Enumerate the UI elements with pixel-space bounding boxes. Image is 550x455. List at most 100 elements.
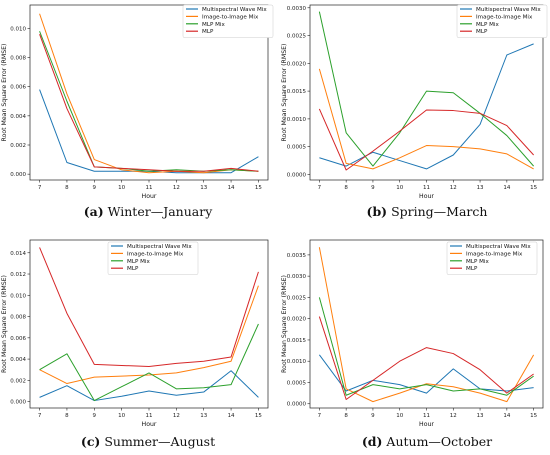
x-tick-label: 10 — [118, 185, 125, 191]
legend-box — [182, 4, 274, 38]
legend-entry: Image-to-Image Mix — [202, 14, 259, 20]
y-tick-label: 0.004 — [10, 114, 26, 120]
y-axis-label: Root Mean Square Error (RMSE) — [1, 275, 8, 373]
caption-text: Winter—January — [104, 204, 214, 219]
legend-entry: MLP — [466, 266, 478, 272]
legend-entry: MLP Mix — [476, 22, 499, 28]
legend-entry: Multispectral Wave Mix — [202, 7, 267, 13]
y-tick-label: 0.0020 — [287, 317, 307, 323]
legend-entry: MLP Mix — [127, 259, 150, 265]
x-tick-label: 15 — [255, 413, 262, 419]
y-tick-label: 0.0015 — [287, 338, 307, 344]
x-tick-label: 9 — [93, 185, 97, 191]
y-tick-label: 0.014 — [10, 251, 26, 257]
series-line — [39, 33, 259, 172]
y-tick-label: 0.010 — [10, 293, 26, 299]
legend-box — [107, 241, 199, 275]
x-tick-label: 12 — [173, 413, 180, 419]
y-tick-label: 0.002 — [10, 143, 26, 149]
series-line — [39, 89, 259, 174]
x-tick-label: 9 — [371, 413, 375, 419]
y-tick-label: 0.000 — [10, 172, 26, 178]
y-tick-label: 0.0025 — [287, 34, 307, 40]
y-tick-label: 0.008 — [10, 56, 26, 62]
y-axis-label: Root Mean Square Error (RMSE) — [1, 44, 8, 142]
series-line — [318, 297, 534, 396]
legend-entry: Image-to-Image Mix — [127, 251, 184, 257]
x-tick-label: 10 — [396, 185, 403, 191]
series-line — [39, 31, 259, 172]
x-tick-label: 11 — [146, 185, 153, 191]
legend-box — [446, 241, 538, 275]
legend-entry: MLP — [202, 29, 214, 35]
x-tick-label: 8 — [65, 413, 69, 419]
panel-caption: (b) Spring—March — [367, 204, 488, 219]
x-axis-label: Hour — [142, 193, 157, 200]
series-line — [39, 285, 259, 385]
x-tick-label: 9 — [93, 413, 97, 419]
y-tick-label: 0.006 — [10, 85, 26, 91]
caption-letter: (c) — [81, 434, 100, 449]
x-tick-label: 7 — [38, 413, 42, 419]
x-tick-label: 14 — [503, 413, 510, 419]
legend-entry: Multispectral Wave Mix — [476, 7, 541, 13]
y-axis-label: Root Mean Square Error (RMSE) — [281, 44, 288, 142]
x-axis-label: Hour — [419, 421, 434, 428]
y-tick-label: 0.0030 — [287, 6, 307, 12]
x-tick-label: 11 — [423, 185, 430, 191]
legend-entry: MLP — [127, 266, 139, 272]
x-tick-label: 14 — [228, 185, 235, 191]
legend-entry: Image-to-Image Mix — [476, 14, 533, 20]
y-tick-label: 0.0000 — [287, 402, 307, 408]
legend-entry: Image-to-Image Mix — [466, 251, 523, 257]
legend-entry: MLP Mix — [202, 22, 225, 28]
y-tick-label: 0.008 — [10, 315, 26, 321]
x-tick-label: 14 — [228, 413, 235, 419]
x-tick-label: 10 — [118, 413, 125, 419]
panel-caption: (c) Summer—August — [81, 434, 215, 449]
y-tick-label: 0.0025 — [287, 295, 307, 301]
x-axis-label: Hour — [419, 193, 434, 200]
y-tick-label: 0.0010 — [287, 359, 307, 365]
x-tick-label: 8 — [344, 185, 348, 191]
panel-caption: (a) Winter—January — [84, 204, 213, 219]
y-tick-label: 0.006 — [10, 336, 26, 342]
x-tick-label: 13 — [200, 185, 207, 191]
chart-autumn-october: 7 8 9 10 11 12 13 14 15 0.0000 0.0005 0.0010 0.0015 0… — [281, 239, 544, 449]
caption-text: Spring—March — [387, 204, 487, 219]
panel-caption: (d) Autum—October — [362, 434, 492, 449]
x-tick-label: 11 — [423, 413, 430, 419]
x-tick-label: 8 — [344, 413, 348, 419]
y-tick-label: 0.010 — [10, 26, 26, 32]
y-tick-label: 0.0035 — [287, 253, 307, 259]
y-tick-label: 0.000 — [10, 400, 26, 406]
legend-box — [456, 4, 548, 38]
y-tick-label: 0.0020 — [287, 61, 307, 67]
x-tick-label: 13 — [477, 185, 484, 191]
series-line — [318, 68, 534, 170]
x-tick-label: 12 — [450, 413, 457, 419]
x-tick-label: 9 — [371, 185, 375, 191]
caption-text: Summer—August — [100, 434, 215, 449]
y-tick-label: 0.002 — [10, 378, 26, 384]
series-line — [318, 354, 534, 394]
x-tick-label: 8 — [65, 185, 69, 191]
y-tick-label: 0.0010 — [287, 117, 307, 123]
x-tick-label: 13 — [200, 413, 207, 419]
x-tick-label: 12 — [173, 185, 180, 191]
x-tick-label: 15 — [255, 185, 262, 191]
legend-entry: Multispectral Wave Mix — [127, 244, 192, 250]
x-tick-label: 11 — [146, 413, 153, 419]
x-axis-label: Hour — [142, 421, 157, 428]
caption-letter: (a) — [84, 204, 104, 219]
x-tick-label: 7 — [318, 185, 322, 191]
x-tick-label: 10 — [396, 413, 403, 419]
chart-summer-august: 7 8 9 10 11 12 13 14 15 0.000 0.002 0.004 0.006 0.008… — [1, 239, 269, 449]
x-tick-label: 15 — [530, 185, 537, 191]
x-tick-label: 15 — [530, 413, 537, 419]
y-tick-label: 0.012 — [10, 272, 26, 278]
